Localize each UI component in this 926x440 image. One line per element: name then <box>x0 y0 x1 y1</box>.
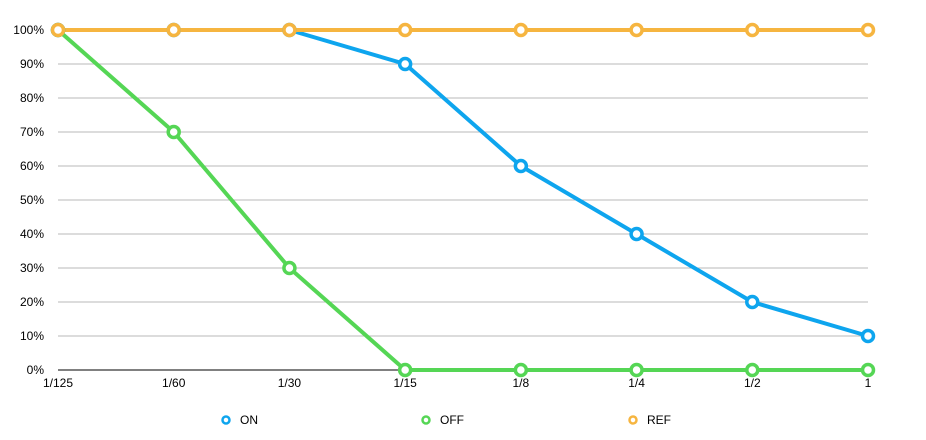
series-on <box>56 28 870 338</box>
y-tick-label: 50% <box>20 193 44 207</box>
data-point <box>629 22 644 38</box>
legend-marker <box>221 415 231 425</box>
x-tick-label: 1/30 <box>278 376 302 390</box>
x-tick-label: 1/125 <box>43 376 73 390</box>
series-off <box>56 28 870 372</box>
x-axis: 1/125 1/60 1/30 1/15 1/8 1/4 1/2 1 <box>43 369 872 390</box>
series-line <box>56 28 870 372</box>
series-group <box>50 22 876 378</box>
series-points-ref <box>50 22 876 38</box>
legend-item-ref: REF <box>628 413 671 427</box>
data-point <box>860 328 876 344</box>
data-point <box>166 124 181 140</box>
x-tick-label: 1 <box>865 376 872 390</box>
data-point <box>513 362 529 378</box>
data-point <box>282 260 297 276</box>
grid-lines <box>58 29 868 337</box>
legend-item-on: ON <box>221 413 258 427</box>
legend-label: REF <box>647 413 671 427</box>
data-point <box>513 22 529 38</box>
y-tick-label: 100% <box>13 23 44 37</box>
x-tick-label: 1/60 <box>162 376 186 390</box>
data-point <box>745 22 760 38</box>
x-tick-label: 1/8 <box>513 376 530 390</box>
x-tick-label: 1/15 <box>393 376 417 390</box>
y-tick-label: 10% <box>20 329 44 343</box>
y-tick-label: 90% <box>20 57 44 71</box>
y-tick-label: 80% <box>20 91 44 105</box>
y-axis: 0% 10% 20% 30% 40% 50% 60% 70% 80% 90% 100% <box>13 23 44 377</box>
data-point <box>629 226 644 242</box>
x-tick-label: 1/4 <box>628 376 645 390</box>
data-point <box>745 362 760 378</box>
legend: ON OFF REF <box>221 413 671 427</box>
data-point <box>50 22 66 38</box>
legend-marker <box>421 415 431 425</box>
data-point <box>629 362 644 378</box>
y-tick-label: 60% <box>20 159 44 173</box>
y-tick-label: 30% <box>20 261 44 275</box>
legend-label: OFF <box>440 413 464 427</box>
data-point <box>397 56 413 72</box>
data-point <box>860 362 876 378</box>
data-point <box>513 158 529 174</box>
y-tick-label: 0% <box>27 363 45 377</box>
data-point <box>282 22 297 38</box>
data-point <box>860 22 876 38</box>
data-point <box>397 22 413 38</box>
data-point <box>166 22 181 38</box>
y-tick-label: 40% <box>20 227 44 241</box>
y-tick-label: 20% <box>20 295 44 309</box>
legend-marker <box>628 415 638 425</box>
y-tick-label: 70% <box>20 125 44 139</box>
legend-item-off: OFF <box>421 413 464 427</box>
data-point <box>745 294 760 310</box>
series-line <box>56 28 870 338</box>
x-tick-label: 1/2 <box>744 376 761 390</box>
legend-label: ON <box>240 413 258 427</box>
data-point <box>397 362 413 378</box>
series-points-on <box>50 22 876 344</box>
